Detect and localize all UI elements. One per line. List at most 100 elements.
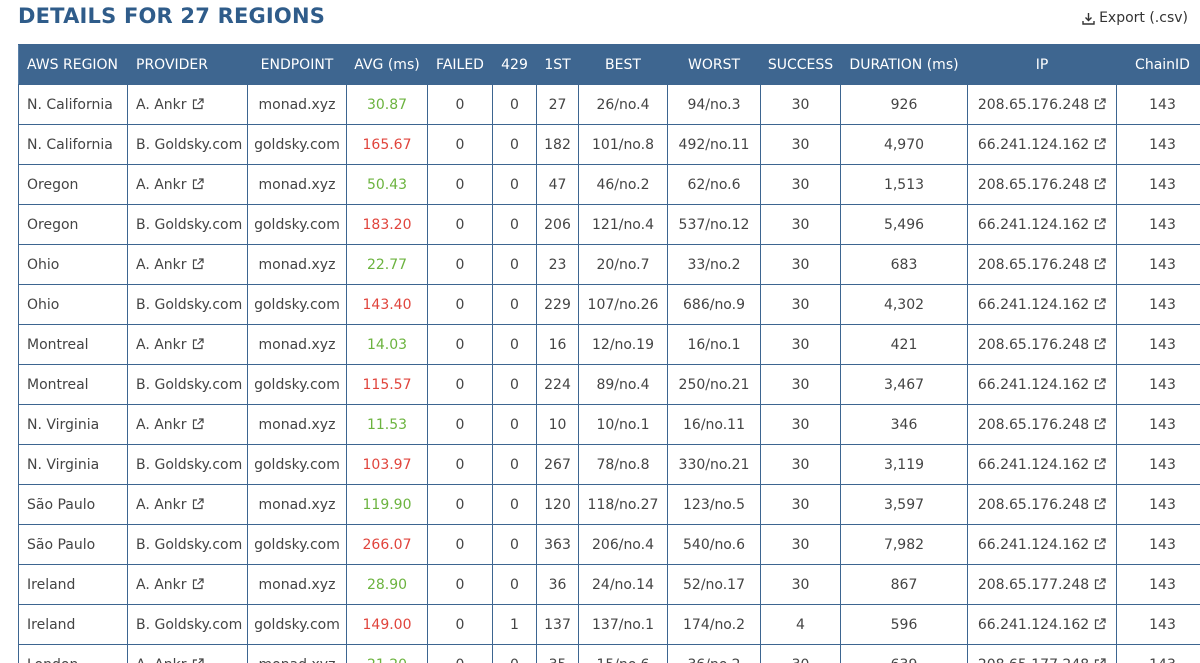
provider[interactable]: B. Goldsky.com <box>136 216 243 233</box>
provider[interactable]: A. Ankr <box>136 496 187 513</box>
provider[interactable]: B. Goldsky.com <box>136 376 243 393</box>
success: 30 <box>791 256 810 273</box>
external-link-icon[interactable] <box>1094 337 1106 350</box>
provider[interactable]: A. Ankr <box>136 176 187 193</box>
chain-id: 143 <box>1149 336 1176 353</box>
failed: 0 <box>455 456 465 473</box>
best: 12/no.19 <box>592 336 654 353</box>
external-link-icon[interactable] <box>1094 537 1106 550</box>
duration-cell: 3,119 <box>840 444 968 485</box>
provider[interactable]: B. Goldsky.com <box>136 136 243 153</box>
failed: 0 <box>455 176 465 193</box>
rate-limited-cell: 0 <box>492 124 537 165</box>
rate-limited: 0 <box>510 176 519 193</box>
external-link-icon[interactable] <box>1094 137 1106 150</box>
duration: 683 <box>890 256 918 273</box>
provider[interactable]: A. Ankr <box>136 416 187 433</box>
external-link-icon[interactable] <box>1094 257 1106 270</box>
worst-cell: 492/no.11 <box>667 124 761 165</box>
chain-id-cell: 143 <box>1116 564 1200 605</box>
rate-limited: 0 <box>510 456 519 473</box>
export-button[interactable]: Export (.csv) <box>1082 10 1188 26</box>
external-link-icon[interactable] <box>192 257 204 270</box>
external-link-icon[interactable] <box>1094 377 1106 390</box>
external-link-icon[interactable] <box>1094 457 1106 470</box>
external-link-icon[interactable] <box>192 97 204 110</box>
avg-cell: 266.07 <box>346 524 428 565</box>
external-link-icon[interactable] <box>192 497 204 510</box>
region-cell: São Paulo <box>18 484 128 525</box>
external-link-icon[interactable] <box>1094 577 1106 590</box>
rate-limited: 0 <box>510 376 519 393</box>
provider[interactable]: B. Goldsky.com <box>136 616 243 633</box>
external-link-icon[interactable] <box>1094 657 1106 663</box>
ip[interactable]: 208.65.176.248 <box>977 96 1090 113</box>
duration: 4,302 <box>883 296 925 313</box>
external-link-icon[interactable] <box>1094 97 1106 110</box>
failed: 0 <box>455 576 465 593</box>
avg-cell: 183.20 <box>346 204 428 245</box>
provider[interactable]: A. Ankr <box>136 576 187 593</box>
ip[interactable]: 66.241.124.162 <box>977 216 1090 233</box>
ip[interactable]: 208.65.176.248 <box>977 256 1090 273</box>
external-link-icon[interactable] <box>192 657 204 663</box>
chain-id-cell: 143 <box>1116 284 1200 325</box>
ip[interactable]: 208.65.176.248 <box>977 496 1090 513</box>
ip[interactable]: 208.65.176.248 <box>977 336 1090 353</box>
ip[interactable]: 208.65.177.248 <box>977 576 1090 593</box>
provider[interactable]: A. Ankr <box>136 96 187 113</box>
ip[interactable]: 66.241.124.162 <box>977 616 1090 633</box>
worst-cell: 330/no.21 <box>667 444 761 485</box>
best-cell: 101/no.8 <box>578 124 668 165</box>
best: 118/no.27 <box>587 496 659 513</box>
failed-cell: 0 <box>427 644 493 663</box>
external-link-icon[interactable] <box>1094 297 1106 310</box>
ip[interactable]: 66.241.124.162 <box>977 296 1090 313</box>
rate-limited-cell: 1 <box>492 604 537 645</box>
provider[interactable]: A. Ankr <box>136 256 187 273</box>
success: 30 <box>791 576 810 593</box>
worst-cell: 33/no.2 <box>667 244 761 285</box>
ip[interactable]: 66.241.124.162 <box>977 376 1090 393</box>
external-link-icon[interactable] <box>1094 217 1106 230</box>
failed-cell: 0 <box>427 524 493 565</box>
provider[interactable]: B. Goldsky.com <box>136 296 243 313</box>
success-cell: 30 <box>760 364 841 405</box>
region-cell: Ohio <box>18 284 128 325</box>
ip[interactable]: 66.241.124.162 <box>977 136 1090 153</box>
success: 30 <box>791 536 810 553</box>
ip[interactable]: 208.65.176.248 <box>977 176 1090 193</box>
external-link-icon[interactable] <box>192 177 204 190</box>
external-link-icon[interactable] <box>1094 617 1106 630</box>
region-cell: London <box>18 644 128 663</box>
provider-cell: A. Ankr <box>127 484 248 525</box>
external-link-icon[interactable] <box>1094 177 1106 190</box>
ip[interactable]: 66.241.124.162 <box>977 456 1090 473</box>
ip[interactable]: 208.65.177.248 <box>978 657 1089 663</box>
region-cell: Ireland <box>18 564 128 605</box>
provider[interactable]: B. Goldsky.com <box>136 456 243 473</box>
external-link-icon[interactable] <box>1094 497 1106 510</box>
external-link-icon[interactable] <box>192 417 204 430</box>
export-label[interactable]: Export (.csv) <box>1099 10 1188 26</box>
provider[interactable]: A. Ankr <box>136 657 187 663</box>
worst: 686/no.9 <box>683 296 745 313</box>
endpoint-cell: monad.xyz <box>247 164 347 205</box>
best-cell: 118/no.27 <box>578 484 668 525</box>
failed: 0 <box>455 96 465 113</box>
first: 35 <box>549 657 567 663</box>
external-link-icon[interactable] <box>192 337 204 350</box>
external-link-icon[interactable] <box>1094 417 1106 430</box>
header-row: AWS REGION PROVIDER ENDPOINT AVG (ms) FAILED… <box>18 44 1200 85</box>
rate-limited-cell: 0 <box>492 524 537 565</box>
external-link-icon[interactable] <box>192 577 204 590</box>
provider[interactable]: B. Goldsky.com <box>136 536 243 553</box>
region-cell: N. Virginia <box>18 404 128 445</box>
provider[interactable]: A. Ankr <box>136 336 187 353</box>
ip[interactable]: 208.65.176.248 <box>977 416 1090 433</box>
ip-cell: 208.65.176.248 <box>967 164 1117 205</box>
rate-limited-cell: 0 <box>492 644 537 663</box>
ip[interactable]: 66.241.124.162 <box>977 536 1090 553</box>
failed: 0 <box>455 616 465 633</box>
worst: 492/no.11 <box>678 136 750 153</box>
